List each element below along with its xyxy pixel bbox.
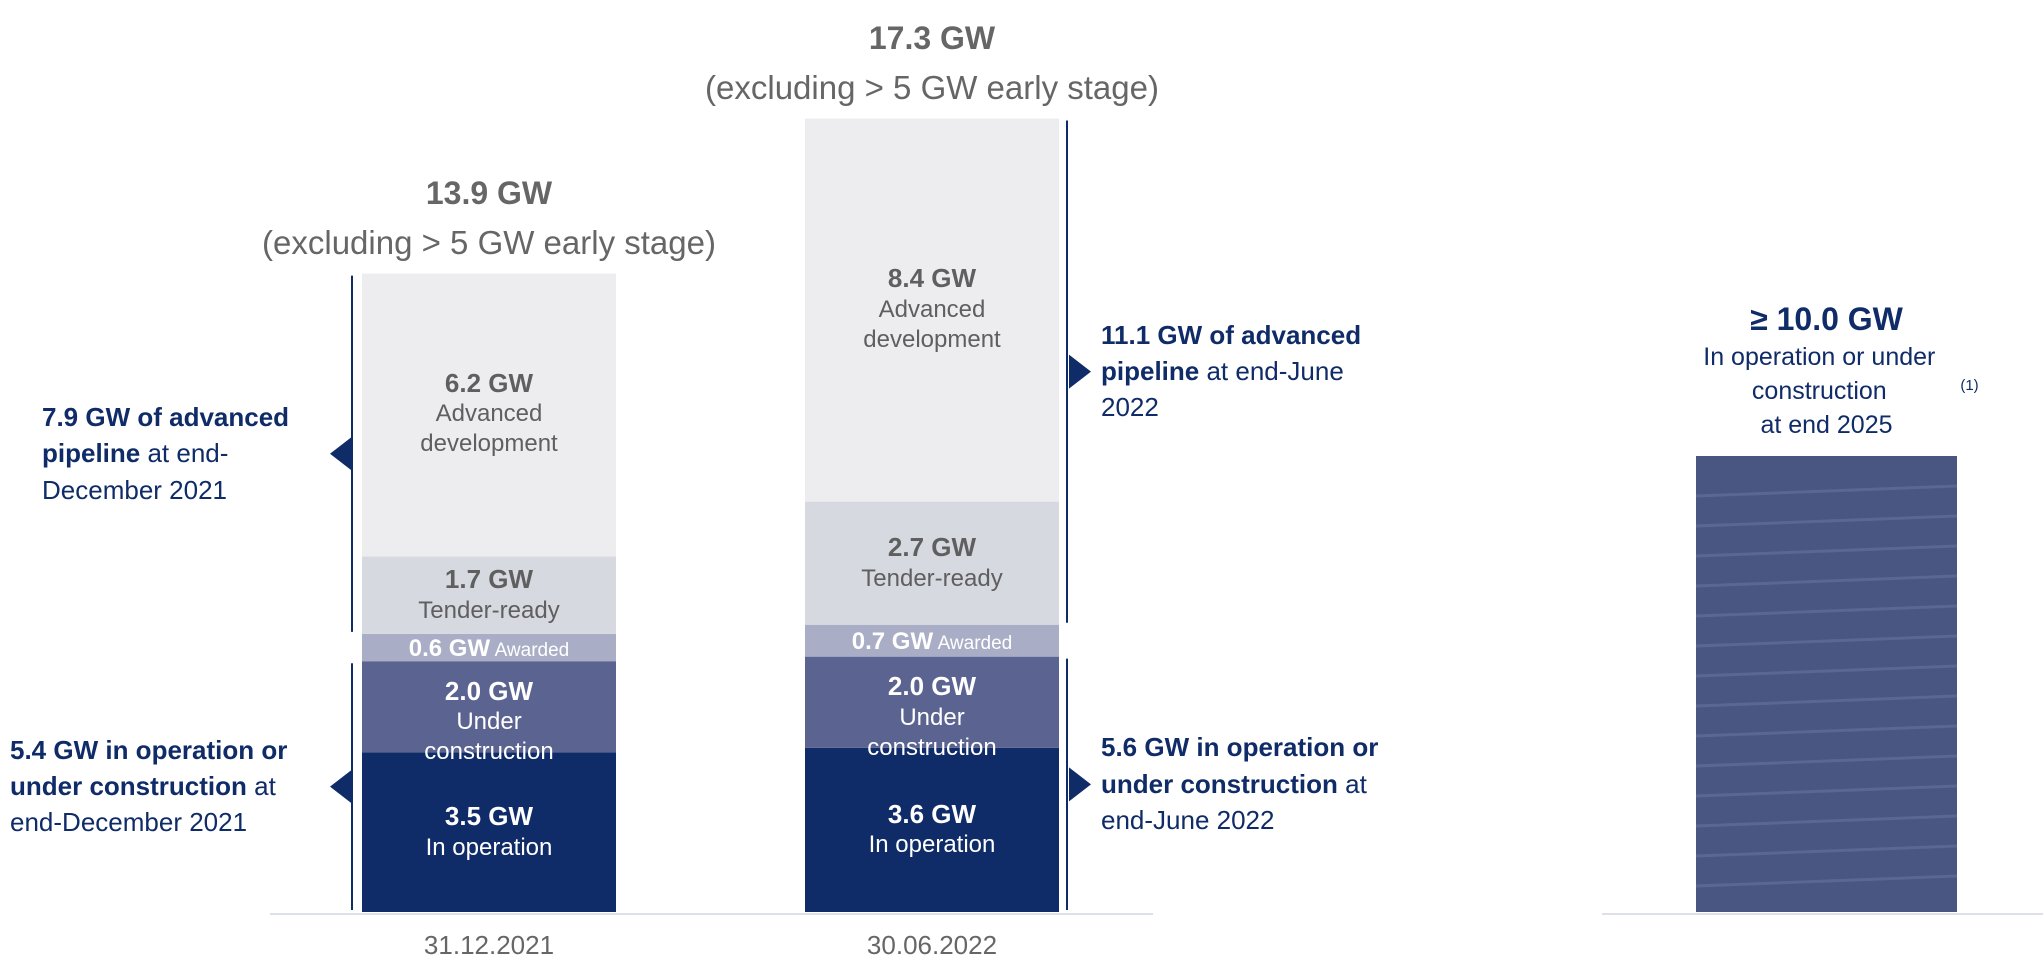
segment-value: 0.6 GW	[408, 634, 491, 662]
segment-value: 8.4 GW	[887, 263, 977, 294]
bar-segment	[805, 118, 1059, 502]
segment-label: 2.0 GW Under construction	[362, 675, 616, 768]
texture	[1695, 814, 1958, 828]
annotation: 11.1 GW of advanced pipeline at end-June…	[1101, 317, 1401, 426]
texture	[1695, 724, 1958, 738]
texture	[1695, 604, 1958, 618]
bar-segment	[362, 752, 616, 912]
segment-label: 1.7 GW Tender-ready	[362, 563, 616, 626]
total-note: (excluding > 5 GW early stage)	[262, 224, 716, 262]
total-label: 17.3 GW	[632, 20, 1232, 57]
segment-value: 1.7 GW	[444, 564, 534, 595]
annotation: 7.9 GW of advanced pipeline at end-Decem…	[42, 399, 324, 508]
target-bar	[1696, 456, 1957, 912]
texture	[1695, 694, 1958, 708]
category: 31.12.2021	[423, 930, 555, 960]
segment-value: 3.6 GW	[887, 798, 977, 829]
annotation-bold: 11.1 GW of advanced pipeline	[1101, 319, 1362, 387]
segment-value: 6.2 GW	[444, 367, 534, 398]
target-value: ≥ 10.0 GW	[1750, 301, 1903, 337]
total-note: (excluding > 5 GW early stage)	[632, 69, 1232, 107]
bar-segment	[805, 747, 1059, 912]
segment-label: 2.0 GW Under construction	[805, 670, 1059, 763]
texture	[1695, 784, 1958, 798]
annotation-bold: 5.6 GW in operation or under constructio…	[1101, 732, 1379, 799]
bar-segment	[362, 273, 616, 557]
x-tick-label: 31.12.2021	[339, 930, 639, 961]
target-text2: at end 2025	[1760, 411, 1893, 439]
target-note: (1)	[1960, 376, 1979, 394]
bracket-arrow	[1069, 354, 1091, 389]
segment-value: 2.0 GW	[887, 671, 977, 702]
texture	[1695, 844, 1958, 858]
segment-name: Tender-ready	[861, 564, 1003, 592]
segment-value: 2.0 GW	[444, 675, 534, 706]
annotation: 5.6 GW in operation or under constructio…	[1101, 729, 1421, 838]
bar-segment	[362, 556, 616, 634]
segment-name: Advanced development	[420, 400, 558, 458]
total-note: (excluding > 5 GW early stage)	[189, 224, 789, 262]
bar-segment	[805, 656, 1059, 748]
bracket-arrow	[330, 436, 352, 471]
texture	[1695, 664, 1958, 678]
target-text: In operation or under construction (1)	[1627, 340, 2027, 409]
segment-value: 0.7 GW	[851, 627, 934, 655]
segment-label: 8.4 GW Advanced development	[805, 262, 1059, 355]
segment-name: Advanced development	[863, 295, 1001, 353]
bar-segment	[362, 633, 616, 662]
annotation: 5.4 GW in operation or under constructio…	[10, 732, 324, 841]
segment-value: 3.5 GW	[444, 801, 534, 832]
segment-label: 3.5 GW In operation	[362, 800, 616, 863]
segment-name: Awarded	[937, 632, 1013, 654]
segment-label: 0.7 GW Awarded	[805, 627, 1059, 657]
segment-label: 2.7 GW Tender-ready	[805, 531, 1059, 594]
texture	[1695, 574, 1958, 588]
total-value: 13.9 GW	[425, 175, 553, 212]
annotation-bold: 7.9 GW of advanced pipeline	[42, 401, 290, 469]
texture	[1695, 634, 1958, 648]
segment-name: Awarded	[494, 639, 570, 661]
total-value: 17.3 GW	[868, 20, 996, 57]
bar-segment	[362, 661, 616, 753]
target-value: ≥ 10.0 GW	[1627, 301, 2027, 338]
annotation-text: at end-June 2022	[1101, 356, 1344, 423]
annotation-text: at end-December 2021	[42, 438, 229, 505]
annotation-text: at end-June 2022	[1101, 768, 1367, 836]
segment-name: In operation	[425, 833, 553, 861]
segment-label: 0.6 GW Awarded	[362, 634, 616, 664]
texture	[1695, 484, 1958, 498]
texture	[1695, 874, 1958, 888]
segment-label: 3.6 GW In operation	[805, 798, 1059, 861]
segment-name: Tender-ready	[418, 596, 560, 624]
x-tick-label: 30.06.2022	[782, 930, 1082, 961]
texture	[1695, 754, 1958, 768]
bracket-arrow	[1069, 767, 1091, 802]
bar-segment	[805, 501, 1059, 625]
category: 30.06.2022	[866, 930, 998, 960]
segment-name: Under construction	[867, 703, 997, 761]
segment-name: Under construction	[424, 708, 554, 766]
texture	[1695, 514, 1958, 528]
total-note: (excluding > 5 GW early stage)	[705, 69, 1159, 107]
total-label: 13.9 GW	[189, 175, 789, 212]
target-text: In operation or under construction	[1703, 343, 1936, 406]
texture	[1695, 544, 1958, 558]
segment-label: 6.2 GW Advanced development	[362, 367, 616, 460]
segment-value: 2.7 GW	[887, 532, 977, 563]
bar-segment	[805, 624, 1059, 657]
annotation-bold: 5.4 GW in operation or under constructio…	[10, 734, 288, 801]
segment-name: In operation	[868, 831, 996, 859]
target-text2: at end 2025	[1627, 411, 2027, 440]
annotation-text: at end-December 2021	[10, 770, 276, 838]
bracket-arrow	[330, 769, 352, 804]
